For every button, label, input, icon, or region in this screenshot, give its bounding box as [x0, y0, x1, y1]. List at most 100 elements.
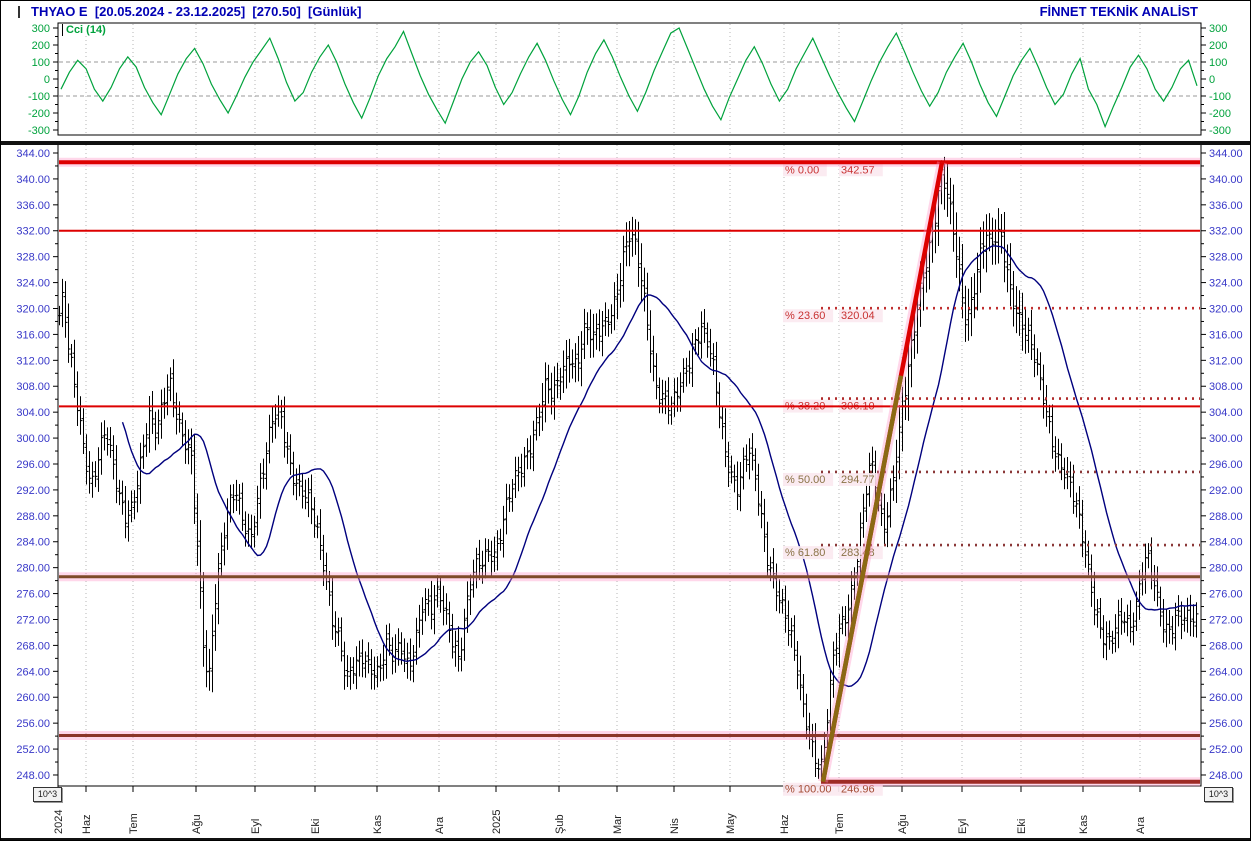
- month-label: Nis: [669, 818, 681, 834]
- price-tick-label: 296.00: [1209, 459, 1243, 471]
- cci-tick-label: 200: [1209, 40, 1227, 52]
- month-label: Eki: [1016, 819, 1028, 834]
- cci-tick-label: -200: [28, 108, 50, 120]
- volume-scale-note-right: 10^3: [1204, 787, 1233, 802]
- price-tick-label: 256.00: [16, 718, 50, 730]
- price-tick-label: 268.00: [16, 640, 50, 652]
- fibonacci-labels: % 0.00 342.57% 23.60 320.04% 38.20 306.10% …: [783, 163, 883, 796]
- panel-separator: [1, 141, 1250, 145]
- fib-level-label: % 50.00: [785, 474, 825, 486]
- month-label: Kas: [372, 815, 384, 834]
- month-label: Tem: [128, 813, 140, 834]
- price-tick-label: 316.00: [16, 329, 50, 341]
- month-label: 2025: [491, 810, 503, 834]
- month-label: Kas: [1078, 815, 1090, 834]
- price-tick-label: 252.00: [1209, 744, 1243, 756]
- cci-tick-label: 200: [32, 40, 50, 52]
- price-tick-label: 276.00: [1209, 589, 1243, 601]
- price-tick-label: 320.00: [1209, 303, 1243, 315]
- price-tick-label: 340.00: [1209, 174, 1243, 186]
- price-tick-label: 260.00: [1209, 692, 1243, 704]
- price-tick-label: 320.00: [16, 303, 50, 315]
- fib-level-value: 342.57: [841, 164, 875, 176]
- month-label: 2024: [53, 810, 65, 834]
- month-label: Ağu: [897, 814, 909, 834]
- price-tick-label: 328.00: [1209, 252, 1243, 264]
- month-gridlines: 2024 Haz Tem Ağu Eyl Eki Kas Ara 2025 Şub Mar Nis Ma…: [53, 24, 1147, 834]
- cci-tick-label: 100: [1209, 57, 1227, 69]
- price-tick-label: 260.00: [16, 692, 50, 704]
- price-tick-label: 284.00: [1209, 537, 1243, 549]
- price-tick-label: 324.00: [16, 278, 50, 290]
- fib-level-value: 294.77: [841, 474, 875, 486]
- price-tick-label: 308.00: [1209, 381, 1243, 393]
- price-tick-label: 332.00: [1209, 226, 1243, 238]
- fib-level-value: 246.96: [841, 784, 875, 796]
- month-label: May: [725, 813, 737, 834]
- cci-tick-label: 300: [1209, 23, 1227, 35]
- fib-level-label: % 100.00: [785, 784, 831, 796]
- cci-tick-label: -300: [1209, 125, 1231, 137]
- cci-tick-label: -200: [1209, 108, 1231, 120]
- chart-title: THYAO E [20.05.2024 - 23.12.2025] [270.5…: [31, 4, 362, 19]
- price-tick-label: 284.00: [16, 537, 50, 549]
- price-tick-label: 328.00: [16, 252, 50, 264]
- price-tick-label: 332.00: [16, 226, 50, 238]
- price-tick-label: 304.00: [1209, 407, 1243, 419]
- price-tick-label: 268.00: [1209, 640, 1243, 652]
- price-tick-label: 312.00: [1209, 355, 1243, 367]
- cci-tick-label: 0: [44, 74, 50, 86]
- horizontal-lines[interactable]: [59, 229, 1200, 740]
- price-tick-label: 324.00: [1209, 278, 1243, 290]
- price-tick-label: 252.00: [16, 744, 50, 756]
- price-tick-label: 256.00: [1209, 718, 1243, 730]
- cci-tick-label: -300: [28, 125, 50, 137]
- month-label: Haz: [779, 814, 791, 834]
- trend-line[interactable]: [818, 161, 947, 783]
- fib-level-label: % 61.80: [785, 547, 825, 559]
- fib-level-label: % 23.60: [785, 310, 825, 322]
- price-tick-label: 296.00: [16, 459, 50, 471]
- cci-tick-label: 0: [1209, 74, 1215, 86]
- moving-average-line: [121, 245, 1197, 688]
- cci-plot-area[interactable]: [57, 22, 1202, 136]
- price-tick-label: 280.00: [16, 563, 50, 575]
- volume-scale-note-left: 10^3: [33, 787, 62, 802]
- price-tick-label: 336.00: [1209, 200, 1243, 212]
- cci-tick-label: 100: [32, 57, 50, 69]
- price-tick-label: 272.00: [1209, 614, 1243, 626]
- price-tick-label: 304.00: [16, 407, 50, 419]
- titlebar-grip: [18, 6, 20, 18]
- fib-level-label: % 0.00: [785, 164, 819, 176]
- price-tick-label: 272.00: [16, 614, 50, 626]
- price-tick-label: 292.00: [16, 485, 50, 497]
- price-tick-label: 292.00: [1209, 485, 1243, 497]
- price-tick-label: 344.00: [1209, 148, 1243, 160]
- price-tick-label: 288.00: [1209, 511, 1243, 523]
- month-label: Haz: [81, 814, 93, 834]
- month-label: Eyl: [957, 819, 969, 834]
- price-tick-label: 276.00: [16, 589, 50, 601]
- ohlc-bars: [57, 156, 1199, 782]
- price-tick-label: 344.00: [16, 148, 50, 160]
- price-tick-label: 340.00: [16, 174, 50, 186]
- price-tick-label: 300.00: [1209, 433, 1243, 445]
- price-y-axis: 248.00 248.00 252.00 252.00 256.00 256.00 260.…: [16, 148, 1242, 782]
- price-tick-label: 336.00: [16, 200, 50, 212]
- price-tick-label: 288.00: [16, 511, 50, 523]
- price-tick-label: 248.00: [1209, 770, 1243, 782]
- price-tick-label: 280.00: [1209, 563, 1243, 575]
- month-label: Ara: [1135, 816, 1147, 834]
- price-tick-label: 300.00: [16, 433, 50, 445]
- month-label: Tem: [834, 813, 846, 834]
- titlebar: THYAO E [20.05.2024 - 23.12.2025] [270.5…: [1, 1, 1250, 23]
- month-label: Ara: [434, 816, 446, 834]
- cci-tick-label: -100: [28, 91, 50, 103]
- cci-tick-label: -100: [1209, 91, 1231, 103]
- price-tick-label: 312.00: [16, 355, 50, 367]
- frame-bottom-border: [1, 838, 1250, 840]
- fib-level-value: 320.04: [841, 310, 875, 322]
- price-tick-label: 248.00: [16, 770, 50, 782]
